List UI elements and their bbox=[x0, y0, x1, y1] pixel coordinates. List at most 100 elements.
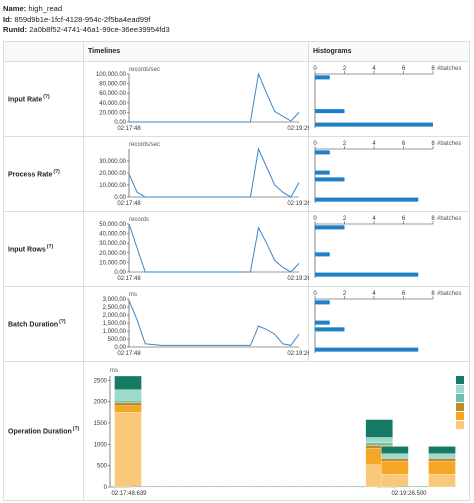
series-line bbox=[128, 300, 300, 346]
y-tick-label: 80,000.00 bbox=[99, 82, 126, 88]
histogram-bar bbox=[315, 197, 419, 202]
histogram-bar bbox=[315, 177, 345, 182]
input-rows-histogram[interactable]: 0 2 4 6 8 #batches bbox=[309, 212, 470, 286]
histogram-bar bbox=[315, 170, 330, 175]
batch-duration-label: Batch Duration bbox=[8, 321, 59, 329]
runid-line: RunId: 2a0b8f52-4741-46a1-99ce-36ee39954… bbox=[3, 25, 170, 36]
y-tick-label: 500.00 bbox=[108, 337, 127, 343]
input-rate-histogram[interactable]: 0 2 4 6 8 #batches bbox=[309, 62, 470, 136]
stacked-bar-segment bbox=[365, 419, 393, 438]
histogram-bar bbox=[315, 320, 330, 325]
legend-swatch bbox=[456, 412, 464, 420]
histogram-bar bbox=[315, 300, 330, 305]
x-tick-label: 2 bbox=[343, 216, 347, 222]
x-tick-label: 0 bbox=[313, 291, 317, 297]
batch-duration-timeline[interactable]: ms3,000.00 2,500.00 2,000.00 1,500.00 1,000.… bbox=[84, 287, 309, 361]
x-tick-label: 4 bbox=[372, 141, 376, 147]
x-tick-label: 4 bbox=[372, 291, 376, 297]
help-icon[interactable]: (?) bbox=[53, 169, 60, 176]
x-tick-label: 02:19:26 bbox=[287, 276, 309, 282]
x-tick-label: 02:17:48 bbox=[117, 126, 141, 132]
x-tick-label: 02:19:26 bbox=[287, 126, 309, 132]
y-tick-label: 0.00 bbox=[114, 195, 126, 201]
id-line: Id: 859d9b1e-1fcf-4128-954c-2f5ba4ead99f bbox=[3, 15, 170, 26]
y-tick-label: 3,000.00 bbox=[103, 297, 127, 303]
x-tick-label: 8 bbox=[431, 216, 435, 222]
y-tick-label: 0 bbox=[104, 485, 108, 491]
help-icon[interactable]: (?) bbox=[43, 94, 50, 101]
name-line: Name: high_read bbox=[3, 4, 170, 15]
histogram-bar bbox=[315, 347, 419, 352]
operation-duration-label: Operation Duration bbox=[8, 428, 72, 436]
input-rows-label-cell: Input Rows(?) bbox=[3, 211, 84, 287]
y-tick-label: 2,500.00 bbox=[103, 305, 127, 311]
input-rate-label-cell: Input Rate(?) bbox=[3, 61, 84, 137]
y-tick-label: 2,000.00 bbox=[103, 313, 127, 319]
y-tick-label: 20,000.00 bbox=[99, 171, 126, 177]
y-tick-label: 0.00 bbox=[114, 120, 126, 126]
stacked-bar-segment bbox=[428, 458, 456, 462]
statistics-table: Timelines Histograms Input Rate(?) recor… bbox=[3, 41, 470, 501]
stacked-bar-segment bbox=[428, 446, 456, 454]
x-tick-label: 0 bbox=[313, 216, 317, 222]
y-tick-label: 10,000.00 bbox=[99, 260, 126, 266]
help-icon[interactable]: (?) bbox=[59, 319, 66, 326]
histogram-bar bbox=[315, 122, 433, 127]
stacked-bar-segment bbox=[381, 458, 409, 462]
y-tick-label: 500 bbox=[97, 464, 108, 470]
y-tick-label: 1000 bbox=[94, 442, 108, 448]
stacked-bar-segment bbox=[428, 474, 456, 488]
help-icon[interactable]: (?) bbox=[46, 244, 54, 251]
x-tick-label: 8 bbox=[431, 141, 435, 147]
process-rate-label: Process Rate bbox=[8, 171, 53, 179]
x-axis-unit: #batches bbox=[437, 66, 461, 72]
y-tick-label: 60,000.00 bbox=[99, 91, 126, 97]
histogram-bar bbox=[315, 252, 330, 257]
stacked-bar-segment bbox=[114, 405, 142, 413]
y-axis-unit: records/sec bbox=[129, 142, 160, 148]
runid-label: RunId: bbox=[3, 25, 28, 34]
y-axis-unit: ms bbox=[129, 292, 137, 298]
x-tick-label: 0 bbox=[313, 141, 317, 147]
y-tick-label: 30,000.00 bbox=[99, 159, 126, 165]
x-tick-label: 8 bbox=[431, 291, 435, 297]
stacked-bar-segment bbox=[428, 456, 456, 459]
stacked-bar-segment bbox=[381, 461, 409, 475]
name-label: Name: bbox=[3, 4, 27, 13]
y-tick-label: 1,000.00 bbox=[103, 329, 127, 335]
process-rate-histogram-cell: 0 2 4 6 8 #batches bbox=[308, 136, 470, 212]
header-timelines: Timelines bbox=[83, 41, 309, 62]
x-tick-label: 02:19:26 bbox=[287, 201, 309, 207]
x-axis-unit: #batches bbox=[437, 216, 461, 222]
x-tick-label: 02:17:48 bbox=[117, 276, 141, 282]
row-input-rate: Input Rate(?) records/sec 100,000.00 80,00… bbox=[3, 61, 470, 137]
input-rows-label: Input Rows bbox=[8, 246, 46, 254]
operation-duration-chart-cell: ms 2500 2000 1500 1000 500 0 02:17:48.639 02:19:… bbox=[83, 361, 470, 501]
row-process-rate: Process Rate(?) records/sec 30,000.00 20,0… bbox=[3, 136, 470, 212]
x-tick-label: 0 bbox=[313, 66, 317, 72]
stacked-bar-segment bbox=[114, 402, 142, 407]
x-tick-label: 02:17:48 bbox=[117, 351, 141, 357]
batch-duration-timeline-cell: ms 3,000.00 2,500.00 2,000.00 1,500.00 1,000.… bbox=[83, 286, 309, 362]
process-rate-label-cell: Process Rate(?) bbox=[3, 136, 84, 212]
batch-duration-histogram[interactable]: 0 2 4 6 8 #batches bbox=[309, 287, 470, 361]
stacked-bar-segment bbox=[114, 389, 142, 401]
process-rate-timeline-cell: records/sec 30,000.00 20,000.00 10,000.00 0.… bbox=[83, 136, 309, 212]
row-input-rows: Input Rows(?) records 50,000.00 40,000.00 3… bbox=[3, 211, 470, 287]
header-empty bbox=[3, 41, 84, 62]
y-tick-label: 10,000.00 bbox=[99, 183, 126, 189]
input-rate-label: Input Rate bbox=[8, 96, 43, 104]
id-label: Id: bbox=[3, 14, 13, 24]
process-rate-timeline[interactable]: records/sec 30,000.00 20,000.00 10,000.00 0.… bbox=[84, 137, 309, 211]
help-icon[interactable]: (?) bbox=[72, 426, 80, 433]
input-rows-histogram-cell: 0 2 4 6 8 #batches bbox=[308, 211, 470, 287]
process-rate-histogram[interactable]: 0 2 4 6 8 #batches bbox=[309, 137, 470, 211]
y-tick-label: 0.00 bbox=[114, 270, 126, 276]
y-tick-label: 40,000.00 bbox=[99, 101, 126, 107]
series-line bbox=[128, 147, 300, 198]
stacked-bar-segment bbox=[428, 461, 456, 475]
y-tick-label: 20,000.00 bbox=[99, 251, 126, 257]
